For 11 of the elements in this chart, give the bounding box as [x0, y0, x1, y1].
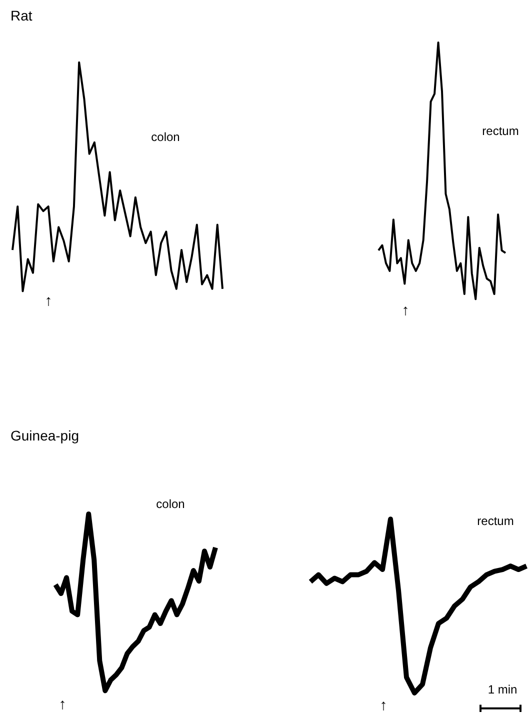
chart-title: Rat	[10, 8, 32, 24]
chart-title: Guinea-pig	[10, 428, 79, 444]
text: ↑	[58, 696, 66, 714]
text: ↑	[44, 292, 52, 310]
text: colon	[156, 497, 185, 512]
text: ↑	[380, 697, 388, 714]
annotation: rectum	[482, 124, 519, 138]
annotation: rectum	[477, 514, 514, 528]
annotation: colon	[151, 130, 180, 144]
annotation: 1 min	[488, 682, 518, 696]
text: ↑	[402, 302, 410, 319]
